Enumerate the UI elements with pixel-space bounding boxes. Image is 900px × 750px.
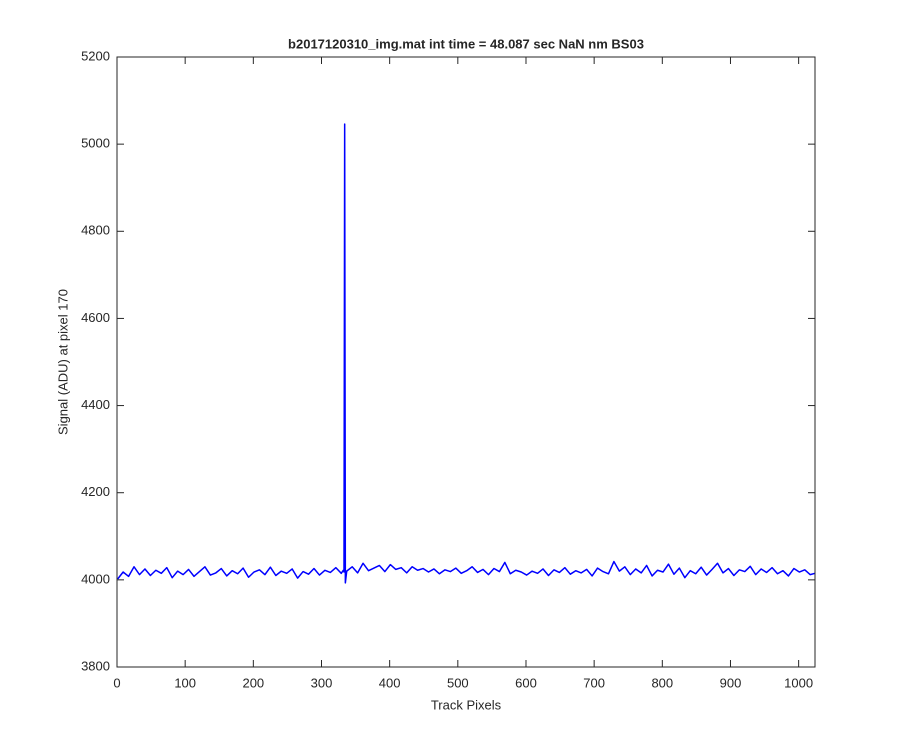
x-tick-label: 900 [720, 675, 742, 690]
x-tick-label: 700 [583, 675, 605, 690]
data-line [117, 123, 816, 584]
y-tick-label: 5200 [81, 48, 110, 63]
x-tick-label: 300 [311, 675, 333, 690]
y-tick-label: 5000 [81, 136, 110, 151]
x-tick-label: 500 [447, 675, 469, 690]
x-tick-label: 0 [113, 675, 120, 690]
y-tick-label: 4000 [81, 571, 110, 586]
axes-box [116, 56, 816, 668]
y-tick-label: 4600 [81, 310, 110, 325]
chart-title: b2017120310_img.mat int time = 48.087 se… [288, 36, 644, 51]
y-tick-label: 4400 [81, 397, 110, 412]
x-axis-label: Track Pixels [431, 697, 502, 712]
y-tick-label: 4200 [81, 484, 110, 499]
x-tick-label: 200 [242, 675, 264, 690]
x-tick-label: 1000 [784, 675, 813, 690]
x-tick-label: 600 [515, 675, 537, 690]
y-tick-label: 4800 [81, 223, 110, 238]
y-axis-label: Signal (ADU) at pixel 170 [55, 289, 70, 435]
x-tick-label: 400 [379, 675, 401, 690]
y-tick-label: 3800 [81, 658, 110, 673]
x-tick-label: 100 [174, 675, 196, 690]
x-tick-label: 800 [651, 675, 673, 690]
